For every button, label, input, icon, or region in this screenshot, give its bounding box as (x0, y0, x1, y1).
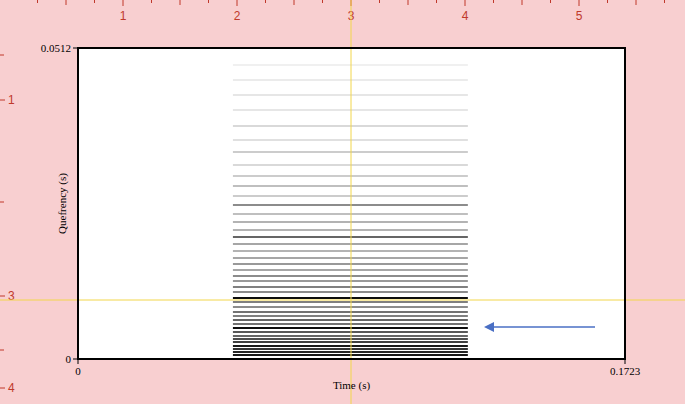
cepstral-band (233, 204, 468, 206)
cepstral-band (233, 291, 468, 293)
ruler-tick (493, 0, 494, 3)
ruler-tick (180, 0, 181, 5)
cepstral-band (233, 185, 468, 187)
cepstral-band (233, 213, 468, 215)
ruler: 12345134 (0, 0, 665, 395)
y-tick (73, 48, 78, 49)
cepstral-band (233, 341, 468, 343)
marks (233, 65, 468, 355)
ruler-tick (636, 0, 637, 5)
cepstral-band (233, 151, 468, 153)
x-tick-label: 0 (75, 365, 81, 377)
cepstral-band (233, 257, 468, 259)
cepstral-band (233, 175, 468, 177)
x-axis-title: Time (s) (333, 379, 371, 392)
ruler-tick (0, 55, 4, 56)
ruler-tick (66, 0, 67, 5)
ruler-label: 5 (576, 9, 583, 23)
cepstral-band (233, 229, 468, 231)
ruler-tick (579, 0, 580, 6)
cepstral-band (233, 286, 468, 288)
ruler-tick (123, 0, 124, 6)
arrow-shaft (490, 326, 595, 328)
ruler-tick (0, 350, 4, 351)
cepstral-band (233, 280, 468, 282)
crosshair (0, 300, 685, 301)
cepstral-band (233, 250, 468, 252)
ruler-tick (0, 296, 5, 297)
y-tick-label: 0.0512 (41, 42, 71, 54)
y-axis-title: Quefrency (s) (56, 173, 69, 234)
arrow (484, 322, 595, 332)
ruler-tick (37, 0, 38, 3)
ruler-tick (151, 0, 152, 3)
cepstral-band (233, 221, 468, 223)
cepstral-band (233, 351, 468, 353)
cepstral-band (233, 311, 468, 313)
ruler-tick (265, 0, 266, 3)
cepstral-band (233, 94, 468, 96)
ruler-tick (0, 388, 5, 389)
ruler-label: 1 (8, 93, 15, 107)
cepstral-band (233, 164, 468, 166)
x-tick (625, 359, 626, 364)
cepstral-band (233, 348, 468, 350)
ruler-label: 4 (462, 9, 469, 23)
cepstral-band (233, 243, 468, 245)
cepstral-band (233, 301, 468, 303)
cepstral-band (233, 345, 468, 347)
ruler-tick (94, 0, 95, 3)
y-tick (73, 359, 78, 360)
ruler-tick (607, 0, 608, 3)
cepstral-band (233, 236, 468, 238)
ruler-tick (208, 0, 209, 3)
ruler-tick (436, 0, 437, 3)
cepstral-band (233, 327, 468, 329)
cepstral-band (233, 269, 468, 271)
cepstral-band (233, 315, 468, 317)
ruler-tick (408, 0, 409, 5)
cepstral-band (233, 306, 468, 308)
cepstral-band (233, 263, 468, 265)
cepstral-band (233, 139, 468, 141)
background (0, 0, 685, 404)
cepstral-band (233, 125, 468, 127)
x-tick-label: 0.1723 (610, 365, 641, 377)
chart-root: 1234513400.051200.1723Time (s)Quefrency … (0, 0, 685, 404)
arrow-head (484, 322, 494, 332)
ruler-tick (465, 0, 466, 6)
ruler-label: 1 (120, 9, 127, 23)
cepstral-band (233, 335, 468, 337)
cepstral-band (233, 323, 468, 325)
cepstral-band (233, 319, 468, 321)
ruler-tick (550, 0, 551, 3)
cepstral-band (233, 354, 468, 356)
ruler-tick (664, 0, 665, 3)
cepstral-band (233, 275, 468, 277)
ruler-label: 3 (8, 289, 15, 303)
ruler-tick (379, 0, 380, 3)
ruler-label: 2 (234, 9, 241, 23)
ruler-tick (237, 0, 238, 6)
cepstral-band (233, 338, 468, 340)
plot-frame (78, 48, 625, 359)
ruler-tick (0, 202, 4, 203)
cepstral-band (233, 195, 468, 197)
cepstral-band (233, 331, 468, 333)
cepstral-band (233, 297, 468, 299)
ruler-tick (322, 0, 323, 3)
y-tick-label: 0 (66, 353, 72, 365)
cepstral-band (233, 109, 468, 111)
ruler-tick (294, 0, 295, 5)
cepstral-band (233, 64, 468, 66)
ruler-tick (0, 100, 5, 101)
ruler-tick (522, 0, 523, 5)
x-tick (78, 359, 79, 364)
cepstral-band (233, 79, 468, 81)
crosshair (351, 0, 352, 404)
ruler-label: 4 (8, 381, 15, 395)
